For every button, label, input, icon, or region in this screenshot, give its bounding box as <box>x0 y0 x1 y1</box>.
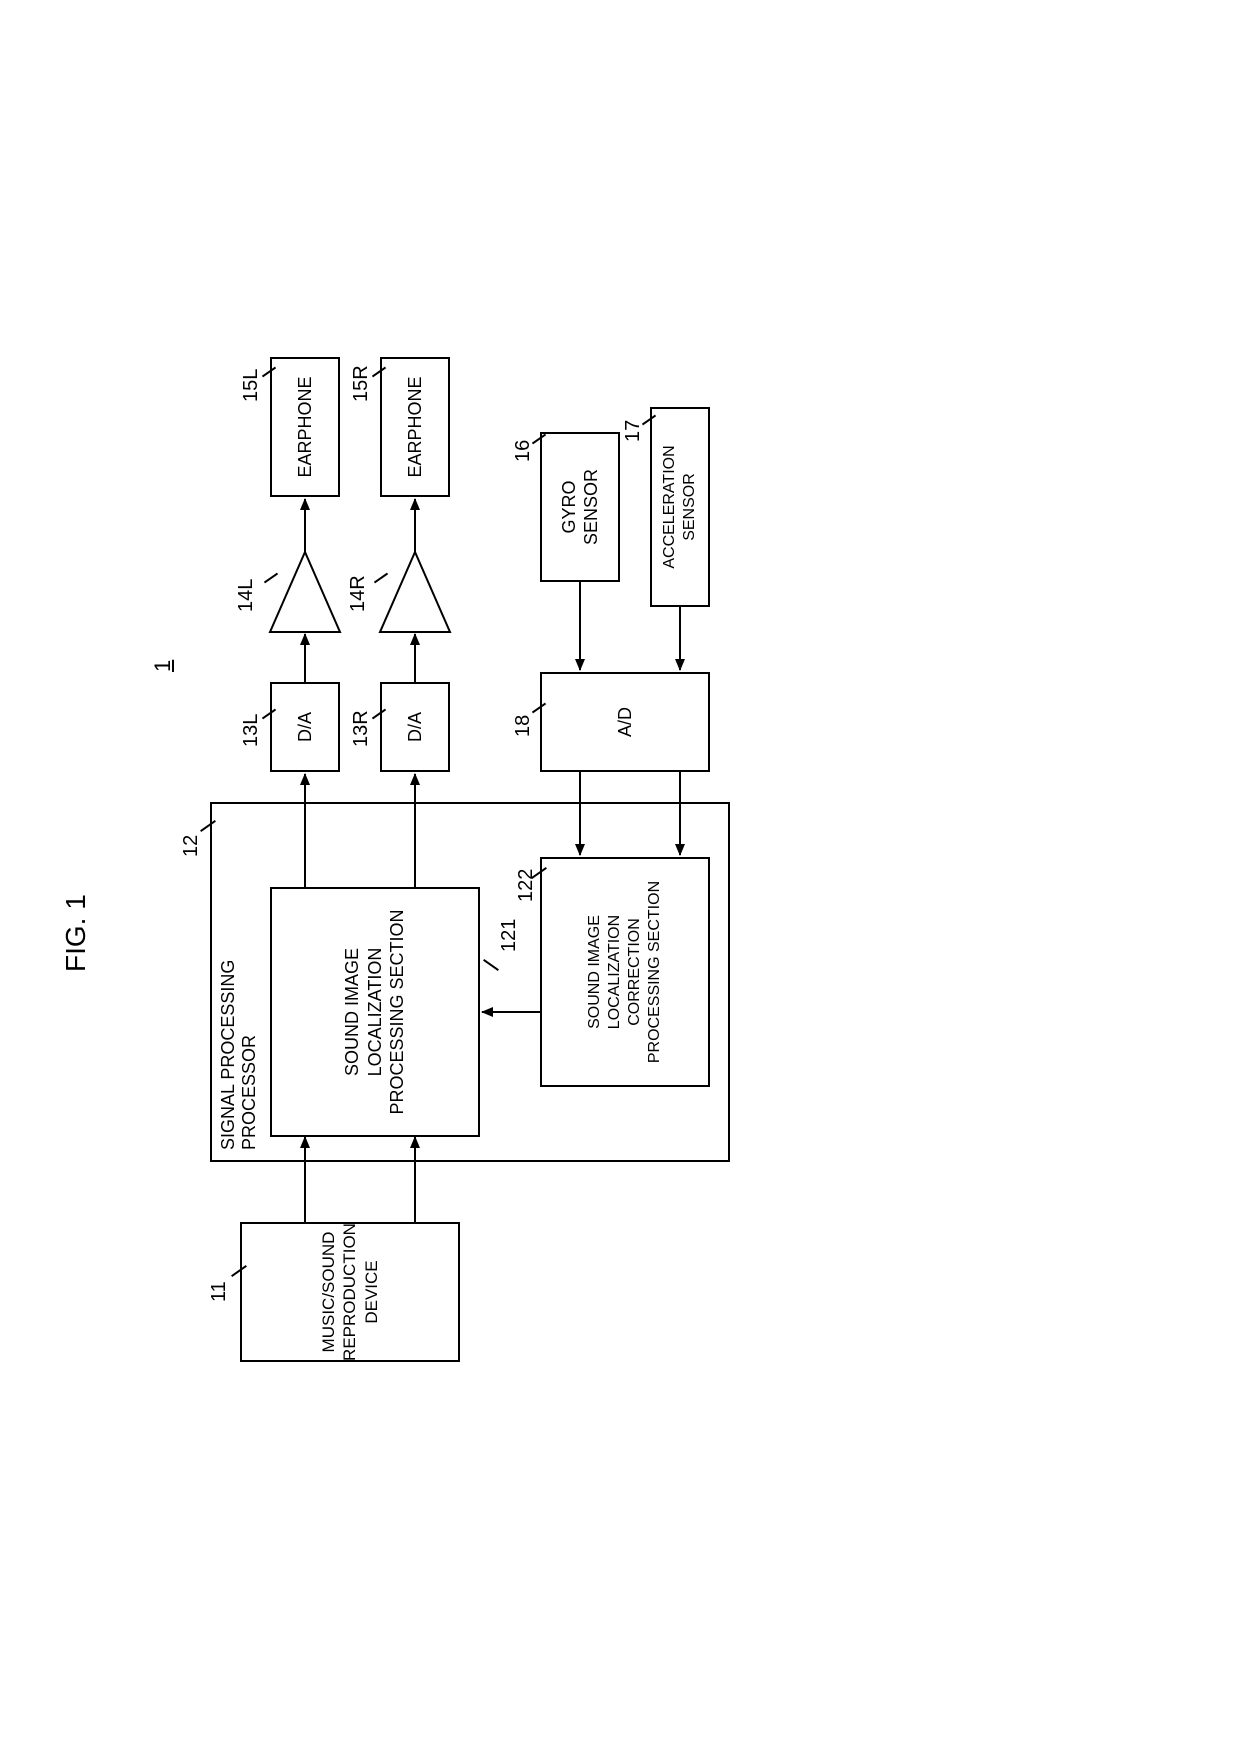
block-accel: ACCELERATION SENSOR <box>650 407 710 607</box>
id-da-right: 13R <box>350 710 373 747</box>
block-source: MUSIC/SOUND REPRODUCTION DEVICE <box>240 1222 460 1362</box>
id-earphone-left: 15L <box>240 369 263 402</box>
id-processor: 12 <box>180 835 203 857</box>
block-corr: SOUND IMAGE LOCALIZATION CORRECTION PROC… <box>540 857 710 1087</box>
block-earphone-right: EARPHONE <box>380 357 450 497</box>
id-da-left: 13L <box>240 714 263 747</box>
system-ref: 1 <box>150 660 176 672</box>
block-loc: SOUND IMAGE LOCALIZATION PROCESSING SECT… <box>270 887 480 1137</box>
block-earphone-left: EARPHONE <box>270 357 340 497</box>
id-earphone-right: 15R <box>350 365 373 402</box>
block-da-left: D/A <box>270 682 340 772</box>
block-ad: A/D <box>540 672 710 772</box>
id-ad: 18 <box>512 715 535 737</box>
block-amp-left <box>265 547 345 637</box>
id-amp-right: 14R <box>347 575 370 612</box>
id-amp-left: 14L <box>235 579 258 612</box>
figure-title: FIG. 1 <box>60 894 92 972</box>
block-processor-label: SIGNAL PROCESSING PROCESSOR <box>218 960 260 1150</box>
block-gyro: GYRO SENSOR <box>540 432 620 582</box>
block-da-right: D/A <box>380 682 450 772</box>
block-amp-right <box>375 547 455 637</box>
id-loc: 121 <box>498 919 521 952</box>
id-source: 11 <box>208 1281 231 1302</box>
